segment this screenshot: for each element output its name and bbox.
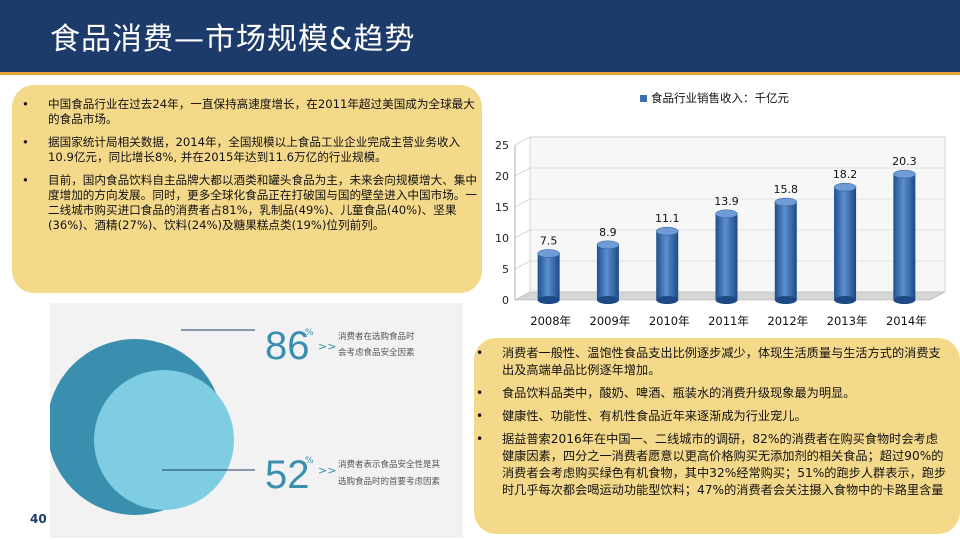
stat2-desc-line1: 消费者表示食品安全性是其 [338, 459, 441, 470]
bar [833, 182, 857, 304]
stat1-value: 86 [265, 324, 310, 368]
gridline-diagonal [514, 291, 531, 301]
list-item: • 健康性、功能性、有机性食品近年来逐渐成为行业宠儿。 [476, 409, 807, 423]
data-label: 11.1 [655, 212, 680, 225]
chart-legend: 食品行业销售收入：千亿元 [640, 90, 789, 106]
gridline-diagonal [514, 260, 531, 270]
bullet-icon: • [476, 386, 484, 400]
bar [774, 197, 798, 304]
bar [893, 169, 916, 304]
bar-body [774, 202, 797, 300]
bar-top [596, 240, 620, 250]
gridline-diagonal [514, 136, 531, 146]
data-label: 7.5 [540, 235, 558, 248]
bullet-icon: • [22, 97, 29, 111]
title-bar: 食品消费—市场规模&趋势 [0, 0, 960, 74]
y-tick-label: 15 [495, 201, 509, 214]
stat2-unit: % [305, 456, 314, 466]
bar-body [893, 174, 916, 300]
stat1-desc-line2: 会考虑食品安全因素 [338, 347, 415, 358]
bullet-icon: • [476, 432, 484, 446]
y-tick-label: 0 [502, 294, 509, 307]
list-item: • 中国食品行业在过去24年，一直保持高速度增长，在2011年超过美国成为全球最大… [22, 97, 475, 126]
data-label: 20.3 [892, 155, 917, 168]
list-item: • 消费者一般性、温饱性食品支出比例逐步减少，体现生活质量与生活方式的消费支出及高… [476, 346, 941, 377]
bar [655, 226, 679, 304]
bar-base [537, 296, 560, 304]
data-label: 13.9 [714, 195, 739, 208]
bar-top [715, 209, 738, 219]
bar-base [656, 296, 679, 304]
bar-body [596, 244, 619, 300]
gridline-diagonal [514, 229, 531, 239]
stat2-value: 52 [265, 453, 310, 497]
bar-base [774, 296, 797, 304]
x-tick-label: 2012年 [767, 314, 808, 328]
x-tick-label: 2014年 [886, 314, 927, 328]
bar-base [715, 296, 738, 304]
bar-body [537, 253, 560, 300]
bar [715, 209, 738, 304]
legend-swatch [640, 95, 647, 102]
bar-body [834, 187, 857, 300]
bar-base [893, 296, 916, 304]
pie-inner-circle [94, 370, 234, 510]
stat1-unit: % [305, 328, 314, 338]
list-item: • 据国家统计局相关数据，2014年，全国规模以上食品工业企业完成主营业务收入10… [22, 135, 461, 164]
x-tick-label: 2009年 [590, 314, 631, 328]
x-tick-label: 2010年 [649, 314, 690, 328]
gridline-diagonal [514, 198, 531, 208]
bar-body [715, 213, 738, 300]
safety-stats-panel: 86 % >> 消费者在选购食品时 会考虑食品安全因素 52 % >> 消费者表… [47, 303, 463, 538]
market-facts-box: • 中国食品行业在过去24年，一直保持高速度增长，在2011年超过美国成为全球最大… [12, 85, 482, 293]
y-tick-label: 25 [495, 139, 509, 152]
market-facts-list: • 中国食品行业在过去24年，一直保持高速度增长，在2011年超过美国成为全球最大… [22, 97, 478, 241]
legend-label: 食品行业销售收入：千亿元 [651, 91, 789, 105]
bullet-icon: • [476, 409, 484, 423]
x-tick-label: 2008年 [530, 314, 571, 328]
bar-top [537, 249, 560, 258]
list-item: • 目前，国内食品饮料自主品牌大都以酒类和罐头食品为主，未来会向规模增大、集中度增… [22, 173, 477, 232]
safety-pie-graphic: 86 % >> 消费者在选购食品时 会考虑食品安全因素 52 % >> 消费者表… [47, 324, 441, 515]
data-label: 8.9 [599, 226, 617, 239]
bar-top [774, 197, 798, 207]
x-tick-label: 2011年 [708, 314, 749, 328]
bar-base [834, 296, 857, 304]
y-tick-label: 5 [502, 263, 509, 276]
stat2-desc-line2: 选购食品时的首要考虑因素 [338, 476, 441, 487]
page-title: 食品消费—市场规模&趋势 [50, 22, 416, 57]
list-item: • 食品饮料品类中，酸奶、啤酒、瓶装水的消费升级现象最为明显。 [476, 386, 856, 400]
stat2-arrow: >> [318, 464, 336, 477]
x-tick-label: 2013年 [827, 314, 868, 328]
page-number: 40 [30, 512, 47, 526]
bar-top [833, 182, 857, 192]
title-accent-line [0, 72, 960, 75]
y-tick-label: 20 [495, 170, 509, 183]
bullet-icon: • [22, 135, 29, 149]
bar-base [596, 296, 619, 304]
data-label: 15.8 [774, 183, 799, 196]
consumption-trends-list: • 消费者一般性、温饱性食品支出比例逐步减少，体现生活质量与生活方式的消费支出及高… [476, 345, 950, 505]
bar-top [655, 226, 679, 236]
list-item: • 据益普索2016年在中国一、二线城市的调研，82%的消费者在购买食物时会考虑健… [476, 432, 947, 497]
data-label: 18.2 [833, 168, 858, 181]
bar-body [656, 231, 679, 300]
bar-top [893, 169, 916, 179]
bullet-icon: • [22, 173, 29, 187]
stat1-desc-line1: 消费者在选购食品时 [338, 331, 415, 342]
bullet-icon: • [476, 346, 484, 360]
stat1-arrow: >> [318, 340, 336, 353]
bar [596, 240, 620, 304]
gridline-diagonal [514, 167, 531, 177]
consumption-trends-box: • 消费者一般性、温饱性食品支出比例逐步减少，体现生活质量与生活方式的消费支出及高… [474, 338, 960, 534]
bar [537, 249, 560, 304]
y-tick-label: 10 [495, 232, 509, 245]
